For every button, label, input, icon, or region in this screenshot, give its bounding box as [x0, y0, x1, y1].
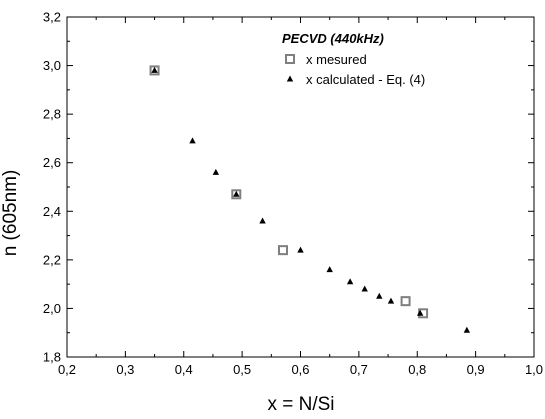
legend-swatch-mesured	[285, 54, 295, 64]
legend-swatch-calculated	[286, 75, 294, 82]
y-axis-title: n (605nm)	[0, 170, 21, 257]
data-point-triangle	[189, 137, 196, 144]
legend-label-mesured: x mesured	[306, 52, 367, 67]
series-mesured	[149, 65, 429, 319]
x-tick-label: 0,5	[233, 362, 251, 377]
data-points	[149, 65, 471, 333]
x-tick-label: 0,3	[116, 362, 134, 377]
data-point-triangle	[463, 326, 471, 333]
data-point-triangle	[387, 297, 395, 304]
x-axis-ticks: 0,2 0,3 0,4 0,5 0,6 0,7 0,8 0,9 1,0	[58, 17, 543, 377]
y-tick-label: 2,2	[43, 252, 61, 267]
x-tick-label: 0,2	[58, 362, 76, 377]
y-axis-ticks: 1,8 2,0 2,2 2,4 2,6 2,8 3,0 3,2	[43, 10, 534, 365]
legend-marker-square	[285, 54, 295, 64]
data-point-triangle	[297, 246, 304, 253]
x-tick-label: 0,8	[408, 362, 426, 377]
data-point-triangle	[151, 66, 158, 73]
data-point-triangle	[233, 190, 240, 197]
x-tick-label: 0,4	[175, 362, 193, 377]
data-point-triangle	[326, 266, 333, 273]
plot-border	[66, 16, 535, 358]
data-point-square	[400, 296, 411, 307]
y-tick-label: 1,8	[43, 350, 61, 365]
data-point-triangle	[259, 217, 266, 224]
data-point-square	[277, 245, 288, 256]
y-tick-label: 3,2	[43, 10, 61, 25]
data-point-triangle	[416, 309, 424, 316]
plot-frame	[66, 16, 535, 358]
legend-marker-triangle	[286, 75, 294, 82]
x-tick-label: 0,6	[291, 362, 309, 377]
x-tick-label: 1,0	[525, 362, 543, 377]
data-point-triangle	[376, 292, 383, 299]
y-tick-label: 2,8	[43, 107, 61, 122]
legend-title: PECVD (440kHz)	[282, 31, 384, 46]
data-point-triangle	[212, 168, 220, 175]
y-tick-label: 2,4	[43, 204, 61, 219]
data-point-triangle	[346, 278, 354, 285]
data-point-triangle	[361, 285, 368, 292]
x-axis-title: x = N/Si	[267, 394, 334, 415]
x-tick-label: 0,7	[350, 362, 368, 377]
x-tick-label: 0,9	[467, 362, 485, 377]
y-tick-label: 3,0	[43, 58, 61, 73]
y-tick-label: 2,6	[43, 155, 61, 170]
y-tick-label: 2,0	[43, 301, 61, 316]
series-calculated	[151, 66, 471, 333]
legend-label-calculated: x calculated - Eq. (4)	[306, 72, 425, 87]
legend: PECVD (440kHz) x mesured x calculated - …	[282, 31, 425, 87]
